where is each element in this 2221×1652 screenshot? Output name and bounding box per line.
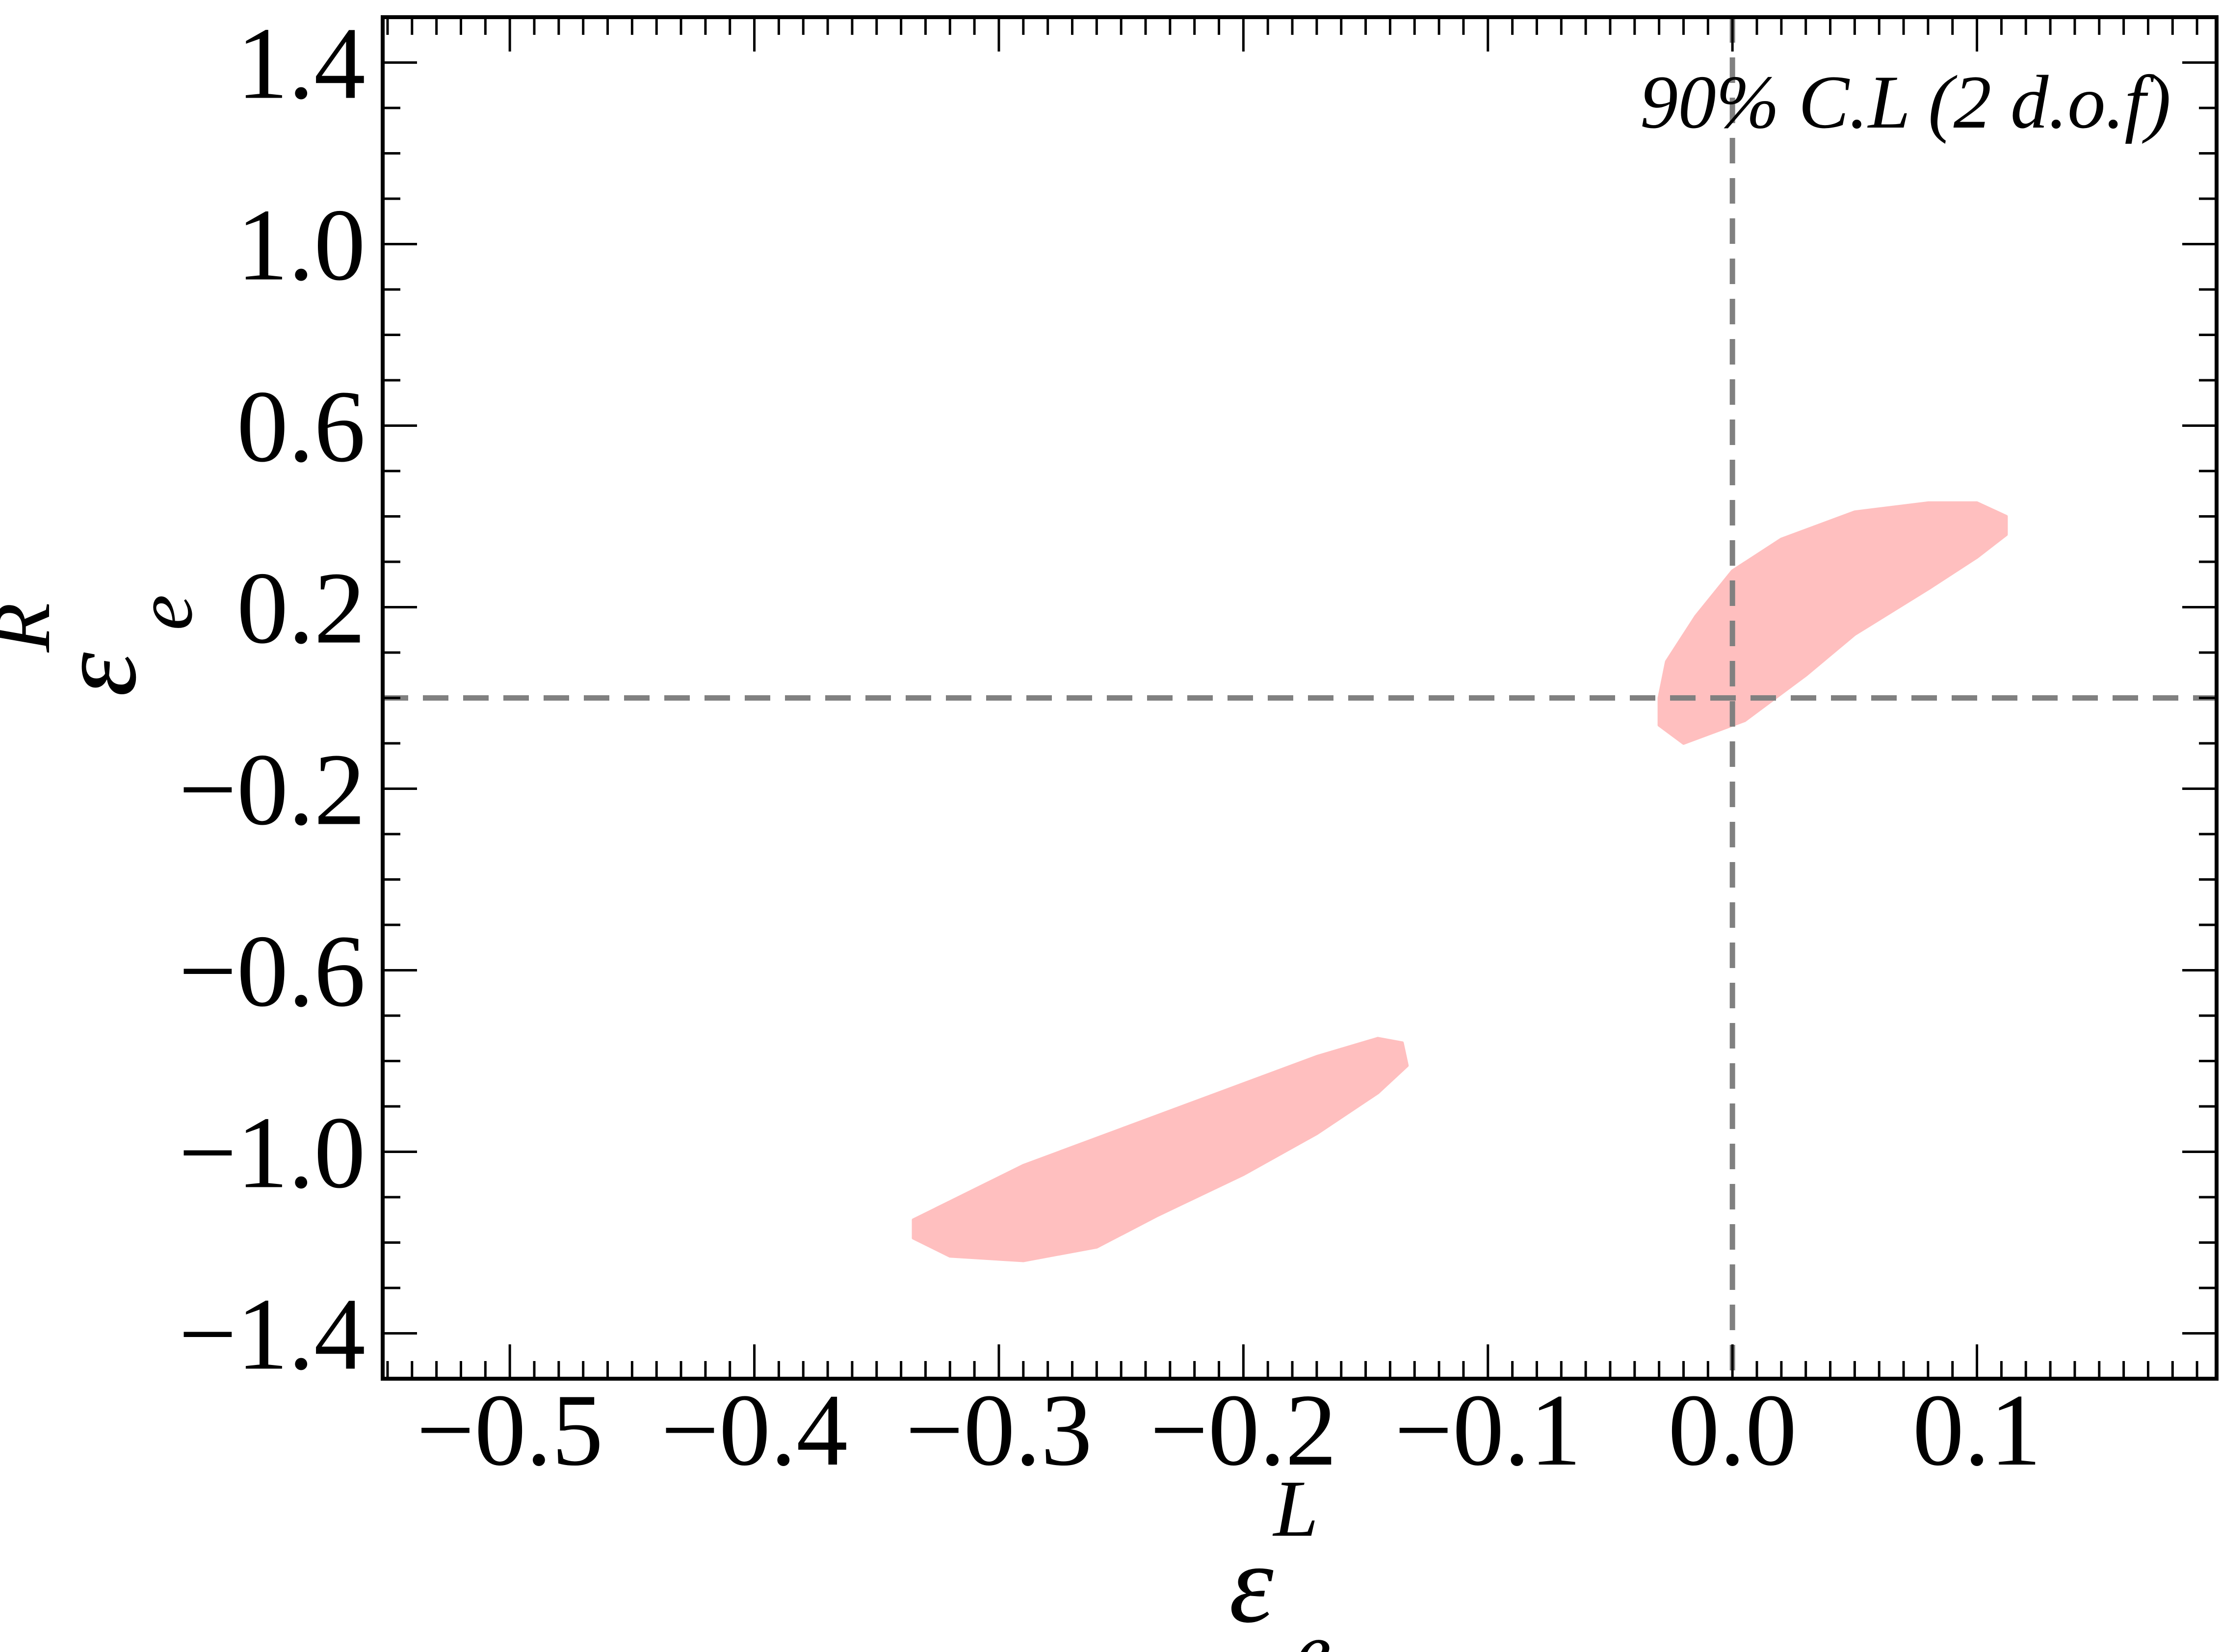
y-tick-label: 1.0 bbox=[237, 188, 366, 302]
confidence-regions bbox=[912, 501, 2008, 1262]
x-axis-subscript: e bbox=[1295, 1606, 1331, 1652]
axis-ticks bbox=[383, 16, 2217, 1380]
x-tick-label: −0.5 bbox=[417, 1373, 603, 1487]
y-axis-label: εRe bbox=[0, 595, 209, 697]
x-axis-superscript: L bbox=[1273, 1464, 1319, 1553]
y-tick-labels: 1.4 1.0 0.6 0.2 −0.2 −0.6 −1.0 −1.4 bbox=[179, 7, 366, 1391]
y-axis-symbol: ε bbox=[34, 652, 159, 697]
confidence-region-1 bbox=[1657, 501, 2008, 745]
reference-lines bbox=[383, 17, 2217, 1379]
y-tick-label: 0.6 bbox=[237, 370, 366, 484]
x-tick-label: 0.1 bbox=[1912, 1373, 2041, 1487]
y-tick-label: 0.2 bbox=[237, 551, 366, 665]
plot-frame bbox=[381, 15, 2219, 1381]
x-tick-label: −0.1 bbox=[1394, 1373, 1581, 1487]
y-tick-label: −1.0 bbox=[179, 1096, 366, 1210]
x-axis-label: εL e bbox=[1229, 1464, 1331, 1652]
y-tick-label: −0.6 bbox=[179, 915, 366, 1028]
y-axis-label-group: εRe bbox=[0, 595, 209, 697]
confidence-region-2 bbox=[912, 1037, 1409, 1262]
confidence-annotation: 90% C.L (2 d.o.f) bbox=[1640, 60, 2171, 144]
x-tick-label: 0.0 bbox=[1668, 1373, 1797, 1487]
x-tick-label: −0.3 bbox=[905, 1373, 1092, 1487]
x-axis-symbol: ε bbox=[1229, 1521, 1274, 1646]
y-axis-subscript: e bbox=[119, 595, 209, 630]
x-tick-label: −0.2 bbox=[1150, 1373, 1337, 1487]
y-tick-label: −0.2 bbox=[179, 733, 366, 847]
y-axis-superscript: R bbox=[0, 603, 67, 653]
x-tick-label: −0.4 bbox=[661, 1373, 848, 1487]
y-tick-label: −1.4 bbox=[179, 1278, 366, 1391]
y-tick-label: 1.4 bbox=[237, 7, 366, 121]
x-tick-labels: −0.5 −0.4 −0.3 −0.2 −0.1 0.0 0.1 bbox=[417, 1373, 2041, 1487]
